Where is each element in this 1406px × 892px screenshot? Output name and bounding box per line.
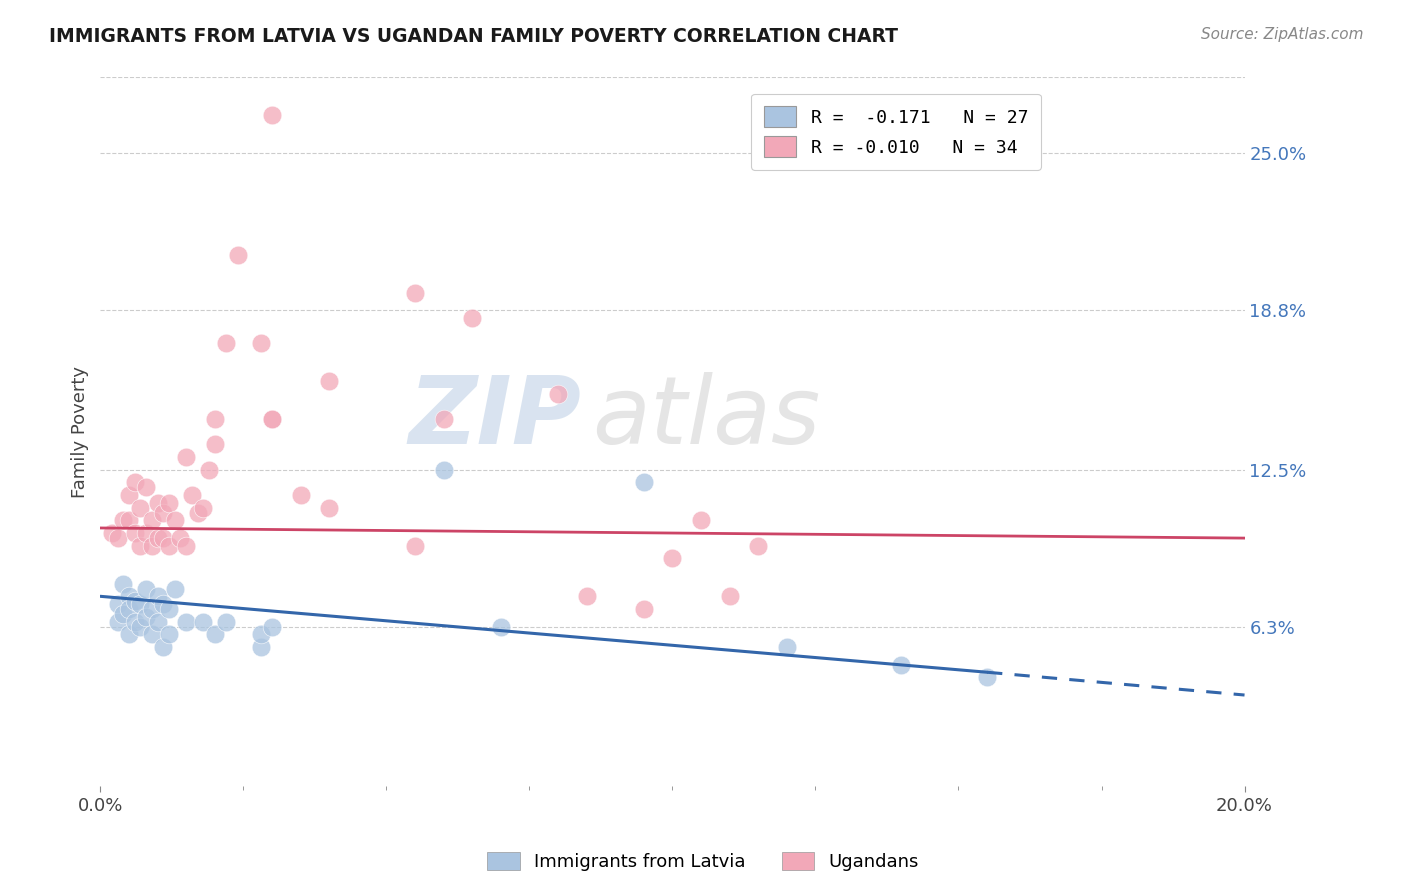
Point <box>976 670 998 684</box>
Point <box>226 247 249 261</box>
Point <box>152 531 174 545</box>
Point <box>112 513 135 527</box>
Point <box>193 500 215 515</box>
Point <box>157 496 180 510</box>
Point <box>163 513 186 527</box>
Point <box>433 412 456 426</box>
Y-axis label: Family Poverty: Family Poverty <box>72 366 89 498</box>
Point <box>461 310 484 325</box>
Text: Source: ZipAtlas.com: Source: ZipAtlas.com <box>1201 27 1364 42</box>
Point <box>290 488 312 502</box>
Point <box>124 594 146 608</box>
Point <box>129 539 152 553</box>
Point <box>129 620 152 634</box>
Point <box>163 582 186 596</box>
Text: IMMIGRANTS FROM LATVIA VS UGANDAN FAMILY POVERTY CORRELATION CHART: IMMIGRANTS FROM LATVIA VS UGANDAN FAMILY… <box>49 27 898 45</box>
Point <box>157 539 180 553</box>
Point <box>718 590 741 604</box>
Point <box>433 463 456 477</box>
Point <box>124 475 146 490</box>
Point <box>112 576 135 591</box>
Point <box>249 627 271 641</box>
Point <box>260 108 283 122</box>
Point <box>118 488 141 502</box>
Point <box>404 539 426 553</box>
Point <box>101 526 124 541</box>
Point <box>776 640 799 654</box>
Point <box>135 526 157 541</box>
Point <box>260 412 283 426</box>
Point <box>141 539 163 553</box>
Point <box>249 640 271 654</box>
Legend: Immigrants from Latvia, Ugandans: Immigrants from Latvia, Ugandans <box>479 845 927 879</box>
Point <box>174 615 197 629</box>
Point <box>129 597 152 611</box>
Point <box>198 463 221 477</box>
Point <box>157 627 180 641</box>
Point <box>124 526 146 541</box>
Point <box>260 412 283 426</box>
Point <box>318 500 340 515</box>
Point <box>249 336 271 351</box>
Point <box>146 590 169 604</box>
Point <box>135 609 157 624</box>
Legend: R =  -0.171   N = 27, R = -0.010   N = 34: R = -0.171 N = 27, R = -0.010 N = 34 <box>751 94 1040 169</box>
Point <box>180 488 202 502</box>
Point <box>661 551 683 566</box>
Point <box>174 539 197 553</box>
Point <box>135 582 157 596</box>
Point <box>193 615 215 629</box>
Text: ZIP: ZIP <box>408 372 581 464</box>
Point <box>747 539 769 553</box>
Point <box>146 531 169 545</box>
Point <box>890 657 912 672</box>
Point <box>215 336 238 351</box>
Point <box>404 285 426 300</box>
Point <box>118 513 141 527</box>
Point <box>112 607 135 621</box>
Point <box>489 620 512 634</box>
Point <box>575 590 598 604</box>
Point <box>152 506 174 520</box>
Point <box>169 531 191 545</box>
Point <box>135 480 157 494</box>
Point <box>141 627 163 641</box>
Point <box>152 597 174 611</box>
Point <box>204 412 226 426</box>
Point <box>204 437 226 451</box>
Point <box>318 374 340 388</box>
Point <box>690 513 713 527</box>
Point <box>152 640 174 654</box>
Point <box>174 450 197 464</box>
Point <box>157 602 180 616</box>
Point <box>129 500 152 515</box>
Point <box>118 590 141 604</box>
Text: atlas: atlas <box>592 372 821 463</box>
Point <box>146 496 169 510</box>
Point <box>124 615 146 629</box>
Point <box>107 531 129 545</box>
Point <box>146 615 169 629</box>
Point <box>187 506 209 520</box>
Point <box>118 602 141 616</box>
Point <box>547 387 569 401</box>
Point <box>633 475 655 490</box>
Point <box>141 513 163 527</box>
Point <box>204 627 226 641</box>
Point <box>141 602 163 616</box>
Point <box>107 615 129 629</box>
Point <box>107 597 129 611</box>
Point <box>215 615 238 629</box>
Point <box>633 602 655 616</box>
Point <box>118 627 141 641</box>
Point <box>260 620 283 634</box>
